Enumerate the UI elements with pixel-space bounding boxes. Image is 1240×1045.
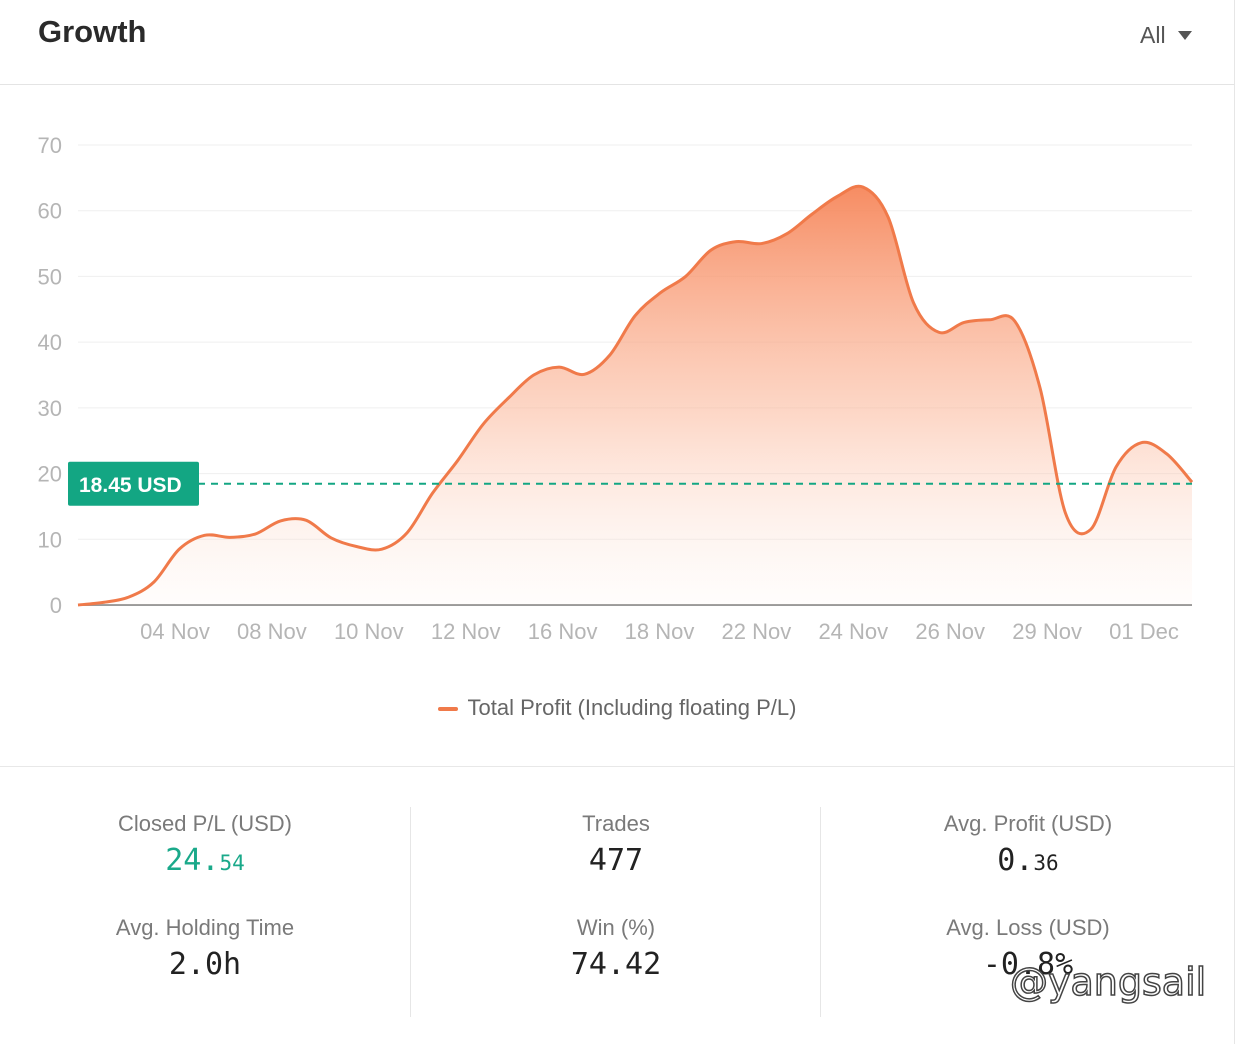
stats-column-2: Trades 477 Win (%) 74.42 <box>410 807 821 1017</box>
series-area <box>78 186 1192 606</box>
closed-pl-stat: Closed P/L (USD) 24.54 <box>0 811 410 878</box>
legend-swatch <box>437 707 458 712</box>
chart-legend[interactable]: Total Profit (Including floating P/L) <box>0 695 1234 721</box>
trades-value: 477 <box>588 843 644 878</box>
x-tick-label: 10 Nov <box>334 619 404 644</box>
trades-stat: Trades 477 <box>411 811 821 878</box>
card-title: Growth <box>38 14 147 49</box>
x-tick-label: 08 Nov <box>237 619 307 644</box>
growth-chart: 0 10 20 30 40 50 60 70 04 Nov 08 Nov 10 Nov 12 Nov… <box>38 133 1194 644</box>
x-tick-label: 24 Nov <box>818 619 888 644</box>
range-dropdown[interactable]: All <box>1140 22 1192 49</box>
avg-holding-value: 2.0h <box>168 947 242 982</box>
range-dropdown-label: All <box>1140 22 1166 48</box>
y-tick-label: 10 <box>38 527 62 552</box>
x-tick-label: 01 Dec <box>1109 619 1179 644</box>
watermark: @yangsail <box>1009 959 1207 1005</box>
avg-loss-label: Avg. Loss (USD) <box>946 915 1110 940</box>
closed-pl-int: 24. <box>165 843 220 878</box>
win-label: Win (%) <box>576 915 656 940</box>
x-tick-label: 18 Nov <box>625 619 695 644</box>
avg-loss-stat: Avg. Loss (USD) -0.8% <box>821 915 1235 982</box>
x-tick-label: 12 Nov <box>431 619 501 644</box>
y-tick-label: 50 <box>38 264 62 289</box>
win-value: 74.42 <box>570 947 662 982</box>
closed-pl-frac: 54 <box>219 851 245 875</box>
avg-profit-frac: 36 <box>1033 851 1059 875</box>
y-tick-label: 20 <box>38 462 62 487</box>
avg-profit-int: 0. <box>997 843 1034 878</box>
x-tick-label: 29 Nov <box>1012 619 1082 644</box>
avg-profit-stat: Avg. Profit (USD) 0.36 <box>821 811 1235 878</box>
y-tick-label: 70 <box>38 133 62 158</box>
y-tick-label: 30 <box>38 396 62 421</box>
stats-column-1: Closed P/L (USD) 24.54 Avg. Holding Time… <box>0 807 410 1017</box>
y-tick-label: 40 <box>38 330 62 355</box>
avg-profit-value: 0.36 <box>821 843 1235 878</box>
avg-holding-label: Avg. Holding Time <box>115 915 295 940</box>
x-tick-label: 22 Nov <box>722 619 792 644</box>
series-line <box>77 184 1194 607</box>
closed-pl-value: 24.54 <box>0 843 410 878</box>
win-stat: Win (%) 74.42 <box>411 915 821 982</box>
avg-loss-value: -0.8% <box>982 947 1074 982</box>
y-tick-label: 0 <box>50 593 62 618</box>
y-tick-label: 60 <box>38 199 62 224</box>
reference-badge: 18.45 USD <box>68 461 199 506</box>
trades-label: Trades <box>582 811 650 836</box>
stats-panel: Closed P/L (USD) 24.54 Avg. Holding Time… <box>0 766 1234 1045</box>
closed-pl-label: Closed P/L (USD) <box>117 811 292 836</box>
chevron-down-icon <box>1177 31 1192 40</box>
x-tick-label: 04 Nov <box>140 619 210 644</box>
avg-profit-label: Avg. Profit (USD) <box>943 811 1113 836</box>
x-tick-label: 26 Nov <box>915 619 985 644</box>
avg-holding-stat: Avg. Holding Time 2.0h <box>0 915 410 982</box>
legend-label: Total Profit (Including floating P/L) <box>467 695 797 720</box>
stats-column-3: Avg. Profit (USD) 0.36 Avg. Loss (USD) -… <box>820 807 1235 1017</box>
x-tick-label: 16 Nov <box>528 619 598 644</box>
card-header: Growth All <box>0 0 1234 85</box>
reference-label: 18.45 USD <box>79 474 182 497</box>
